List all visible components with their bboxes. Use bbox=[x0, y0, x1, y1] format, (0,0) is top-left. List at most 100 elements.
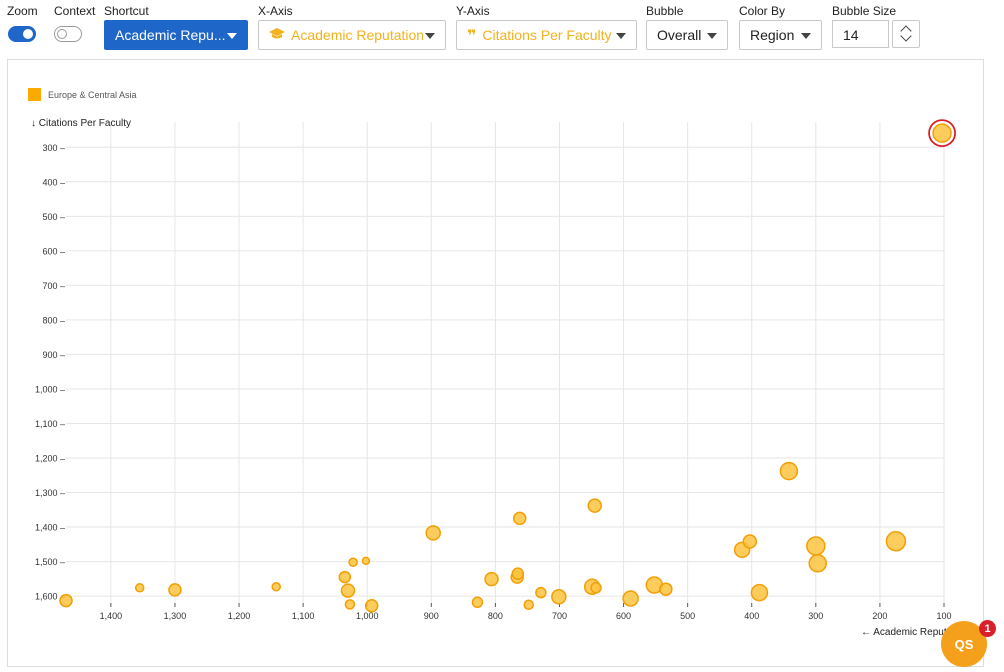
y-tick-label: 600 – bbox=[42, 246, 65, 256]
y-ticks: 300 – 400 – 500 – 600 – 700 – 800 – 900 – 1,000… bbox=[35, 143, 65, 602]
y-tick-label: 400 – bbox=[42, 177, 65, 187]
chevron-down-icon bbox=[707, 33, 717, 39]
data-point[interactable] bbox=[134, 583, 145, 593]
zoom-label: Zoom bbox=[7, 4, 38, 18]
data-point[interactable] bbox=[932, 123, 952, 143]
y-tick-label: 1,400 – bbox=[35, 523, 65, 533]
colorby-select[interactable]: Region bbox=[739, 20, 822, 50]
legend-swatch[interactable] bbox=[28, 88, 41, 101]
scatter-chart[interactable]: Europe & Central Asia ↓ Citations Per Fa… bbox=[8, 60, 983, 666]
data-points[interactable] bbox=[59, 119, 956, 613]
y-tick-label: 1,300 – bbox=[35, 488, 65, 498]
data-point[interactable] bbox=[271, 582, 281, 592]
data-point[interactable] bbox=[779, 461, 799, 481]
x-tick-label: 1,200 bbox=[228, 611, 251, 621]
bubblesize-label: Bubble Size bbox=[832, 4, 897, 18]
yaxis-label: Y-Axis bbox=[456, 4, 490, 18]
data-point[interactable] bbox=[808, 554, 827, 573]
context-label: Context bbox=[54, 4, 96, 18]
data-point[interactable] bbox=[348, 557, 358, 568]
y-tick-label: 700 – bbox=[42, 281, 65, 291]
x-tick-label: 300 bbox=[808, 611, 823, 621]
zoom-toggle[interactable] bbox=[8, 26, 36, 42]
x-tick-label: 600 bbox=[616, 611, 631, 621]
data-point[interactable] bbox=[484, 571, 499, 587]
notification-count-badge: 1 bbox=[979, 620, 996, 637]
quote-icon: ❞ bbox=[467, 25, 477, 45]
x-tick-label: 1,400 bbox=[100, 611, 123, 621]
data-point[interactable] bbox=[523, 599, 534, 610]
chart-panel: Europe & Central Asia ↓ Citations Per Fa… bbox=[7, 59, 984, 667]
x-tick-label: 1,100 bbox=[292, 611, 315, 621]
y-tick-label: 1,600 – bbox=[35, 592, 65, 602]
xaxis-label: X-Axis bbox=[258, 4, 293, 18]
y-tick-label: 1,000 – bbox=[35, 384, 65, 394]
x-tick-label: 200 bbox=[872, 611, 887, 621]
grid bbox=[66, 122, 945, 603]
data-point[interactable] bbox=[512, 511, 527, 526]
bubblesize-stepper[interactable] bbox=[892, 20, 920, 48]
data-point[interactable] bbox=[750, 583, 769, 602]
selected-point-ring bbox=[928, 119, 956, 148]
x-tick-label: 900 bbox=[424, 611, 439, 621]
x-axis-label: ← Academic Reputati bbox=[861, 627, 957, 638]
y-tick-label: 900 – bbox=[42, 350, 65, 360]
data-point[interactable] bbox=[659, 582, 673, 596]
y-tick-label: 1,200 – bbox=[35, 453, 65, 463]
x-ticks: 1,400 1,300 1,200 1,100 1,000 900 800 700 600 500… bbox=[100, 603, 952, 621]
bubble-select[interactable]: Overall bbox=[646, 20, 728, 50]
data-point[interactable] bbox=[344, 599, 356, 610]
bubblesize-input[interactable]: 14 bbox=[832, 20, 889, 48]
data-point[interactable] bbox=[340, 583, 356, 598]
xaxis-select[interactable]: Academic Reputation bbox=[258, 20, 446, 50]
chevron-down-icon bbox=[425, 33, 435, 39]
y-tick-label: 300 – bbox=[42, 143, 65, 153]
y-tick-label: 1,500 – bbox=[35, 557, 65, 567]
data-point[interactable] bbox=[511, 567, 525, 580]
data-point[interactable] bbox=[338, 570, 352, 584]
chevron-down-icon bbox=[616, 33, 626, 39]
data-point[interactable] bbox=[587, 498, 602, 513]
data-point[interactable] bbox=[590, 582, 602, 594]
data-point[interactable] bbox=[551, 589, 567, 605]
yaxis-value: Citations Per Faculty bbox=[482, 27, 612, 43]
zoom-toggle-knob bbox=[23, 29, 33, 39]
data-point[interactable] bbox=[885, 530, 907, 552]
bubble-value: Overall bbox=[657, 27, 702, 43]
data-point[interactable] bbox=[364, 599, 379, 613]
chevron-down-icon bbox=[801, 33, 811, 39]
x-tick-label: 800 bbox=[488, 611, 503, 621]
chevron-down-icon bbox=[227, 33, 237, 39]
context-toggle[interactable] bbox=[54, 26, 82, 42]
y-tick-label: 1,100 – bbox=[35, 419, 65, 429]
data-point[interactable] bbox=[806, 536, 826, 556]
shortcut-value: Academic Repu... bbox=[115, 27, 226, 43]
shortcut-select[interactable]: Academic Repu... bbox=[104, 20, 248, 50]
x-tick-label: 100 bbox=[936, 611, 951, 621]
data-point[interactable] bbox=[622, 590, 639, 607]
y-axis-label: ↓ Citations Per Faculty bbox=[31, 118, 131, 129]
x-tick-label: 1,000 bbox=[356, 611, 379, 621]
y-tick-label: 500 – bbox=[42, 212, 65, 222]
data-point[interactable] bbox=[361, 556, 371, 566]
data-point[interactable] bbox=[535, 586, 547, 599]
data-point[interactable] bbox=[59, 593, 73, 608]
colorby-value: Region bbox=[750, 27, 795, 43]
bubble-label: Bubble bbox=[646, 4, 684, 18]
shortcut-label: Shortcut bbox=[104, 4, 149, 18]
x-tick-label: 400 bbox=[744, 611, 759, 621]
x-tick-label: 1,300 bbox=[164, 611, 187, 621]
xaxis-value: Academic Reputation bbox=[291, 27, 425, 43]
colorby-label: Color By bbox=[739, 4, 786, 18]
x-tick-label: 500 bbox=[680, 611, 695, 621]
data-point[interactable] bbox=[471, 596, 484, 609]
data-point[interactable] bbox=[742, 534, 758, 549]
yaxis-select[interactable]: ❞ Citations Per Faculty bbox=[456, 20, 637, 50]
data-point[interactable] bbox=[425, 525, 441, 541]
legend-label[interactable]: Europe & Central Asia bbox=[48, 90, 137, 100]
context-toggle-knob bbox=[57, 28, 67, 39]
x-tick-label: 700 bbox=[552, 611, 567, 621]
toolbar: Zoom Context Shortcut Academic Repu... X… bbox=[0, 0, 1004, 56]
y-tick-label: 800 – bbox=[42, 315, 65, 325]
data-point[interactable] bbox=[168, 583, 182, 597]
